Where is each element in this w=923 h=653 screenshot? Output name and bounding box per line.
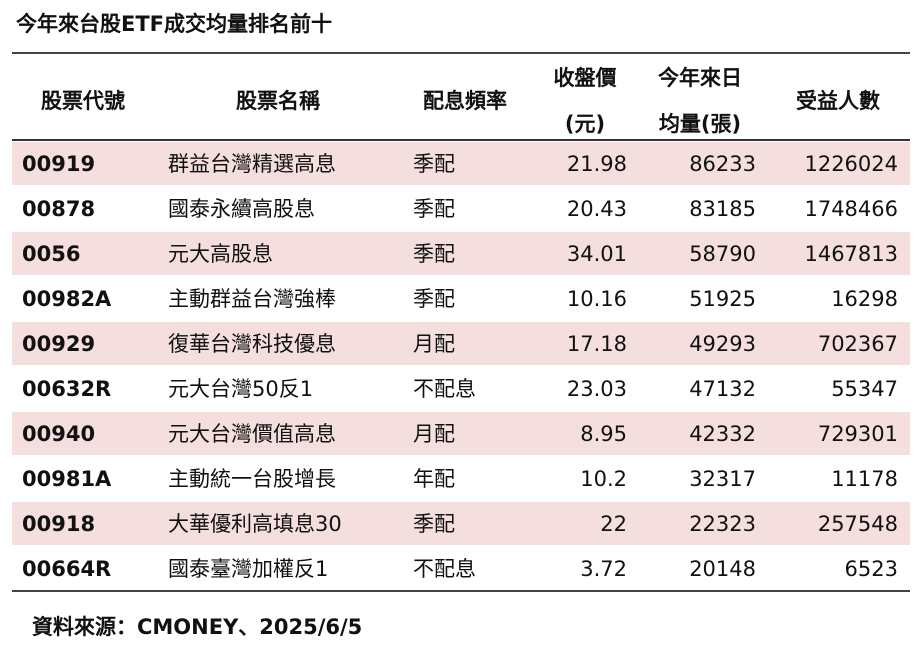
code-cell: 00982A [22, 287, 112, 311]
table-cell: 月配 [413, 332, 455, 356]
table-cell: 702367 [817, 332, 898, 356]
rule [12, 52, 910, 54]
code-cell: 00632R [22, 377, 112, 401]
table-cell: 大華優利高填息30 [168, 512, 342, 536]
table-cell: 季配 [413, 287, 455, 311]
table-cell: 主動群益台灣強棒 [168, 287, 336, 311]
table-cell: 6523 [844, 557, 898, 581]
header-cell: 今年來日 [658, 66, 742, 90]
code-cell: 00918 [22, 512, 96, 536]
table-cell: 年配 [413, 467, 455, 491]
table-cell: 257548 [817, 512, 898, 536]
source: 資料來源：CMONEY、2025/6/5 [32, 615, 363, 639]
table-cell: 季配 [413, 197, 455, 221]
title: 今年來台股ETF成交均量排名前十 [16, 12, 333, 36]
code-cell: 00929 [22, 332, 96, 356]
table-cell: 16298 [831, 287, 898, 311]
table-cell: 729301 [817, 422, 898, 446]
table-cell: 34.01 [566, 242, 627, 266]
table-cell: 8.95 [580, 422, 627, 446]
table-cell: 國泰永續高股息 [168, 197, 315, 221]
table-cell: 58790 [689, 242, 756, 266]
table-cell: 1226024 [804, 152, 898, 176]
rule [12, 590, 910, 592]
code-cell: 00919 [22, 152, 96, 176]
table-cell: 22 [600, 512, 627, 536]
table-cell: 23.03 [566, 377, 627, 401]
table-row [12, 277, 910, 320]
table-cell: 1748466 [804, 197, 898, 221]
table-row [12, 187, 910, 230]
table-cell: 元大台灣50反1 [168, 377, 314, 401]
header-cell: 股票名稱 [236, 89, 320, 113]
table-cell: 不配息 [413, 557, 476, 581]
header-cell: 受益人數 [796, 89, 880, 113]
rule [12, 139, 910, 141]
table-cell: 11178 [831, 467, 898, 491]
code-cell: 00878 [22, 197, 96, 221]
table-cell: 不配息 [413, 377, 476, 401]
table-cell: 季配 [413, 512, 455, 536]
code-cell: 00664R [22, 557, 112, 581]
table-cell: 1467813 [804, 242, 898, 266]
table-row [12, 322, 910, 365]
table-cell: 49293 [689, 332, 756, 356]
table-cell: 22323 [689, 512, 756, 536]
table-row [12, 502, 910, 545]
table-cell: 32317 [689, 467, 756, 491]
table-cell: 51925 [689, 287, 756, 311]
table-row [12, 412, 910, 455]
table-cell: 元大台灣價值高息 [168, 422, 336, 446]
table-cell: 季配 [413, 152, 455, 176]
table-cell: 20.43 [566, 197, 627, 221]
table-cell: 群益台灣精選高息 [168, 152, 336, 176]
table-cell: 17.18 [566, 332, 627, 356]
table-cell: 復華台灣科技優息 [168, 332, 336, 356]
code-cell: 0056 [22, 242, 81, 266]
table-cell: 21.98 [566, 152, 627, 176]
header-cell: 配息頻率 [423, 89, 507, 113]
table-cell: 國泰臺灣加權反1 [168, 557, 329, 581]
header-cell: 均量(張) [658, 112, 742, 136]
table-cell: 42332 [689, 422, 756, 446]
table-cell: 元大高股息 [168, 242, 273, 266]
table-cell: 10.16 [566, 287, 627, 311]
code-cell: 00940 [22, 422, 96, 446]
table-cell: 主動統一台股增長 [168, 467, 336, 491]
table-row [12, 232, 910, 275]
header-cell: 收盤價 [553, 66, 617, 90]
table-cell: 83185 [689, 197, 756, 221]
table-cell: 20148 [689, 557, 756, 581]
table-cell: 86233 [689, 152, 756, 176]
table-row [12, 457, 910, 500]
table-row [12, 142, 910, 185]
table-cell: 3.72 [580, 557, 627, 581]
header-cell: 股票代號 [41, 89, 125, 113]
table-cell: 55347 [831, 377, 898, 401]
table-cell: 季配 [413, 242, 455, 266]
table-cell: 47132 [689, 377, 756, 401]
table-cell: 月配 [413, 422, 455, 446]
code-cell: 00981A [22, 467, 112, 491]
header-cell: (元) [564, 112, 606, 136]
table-cell: 10.2 [580, 467, 627, 491]
